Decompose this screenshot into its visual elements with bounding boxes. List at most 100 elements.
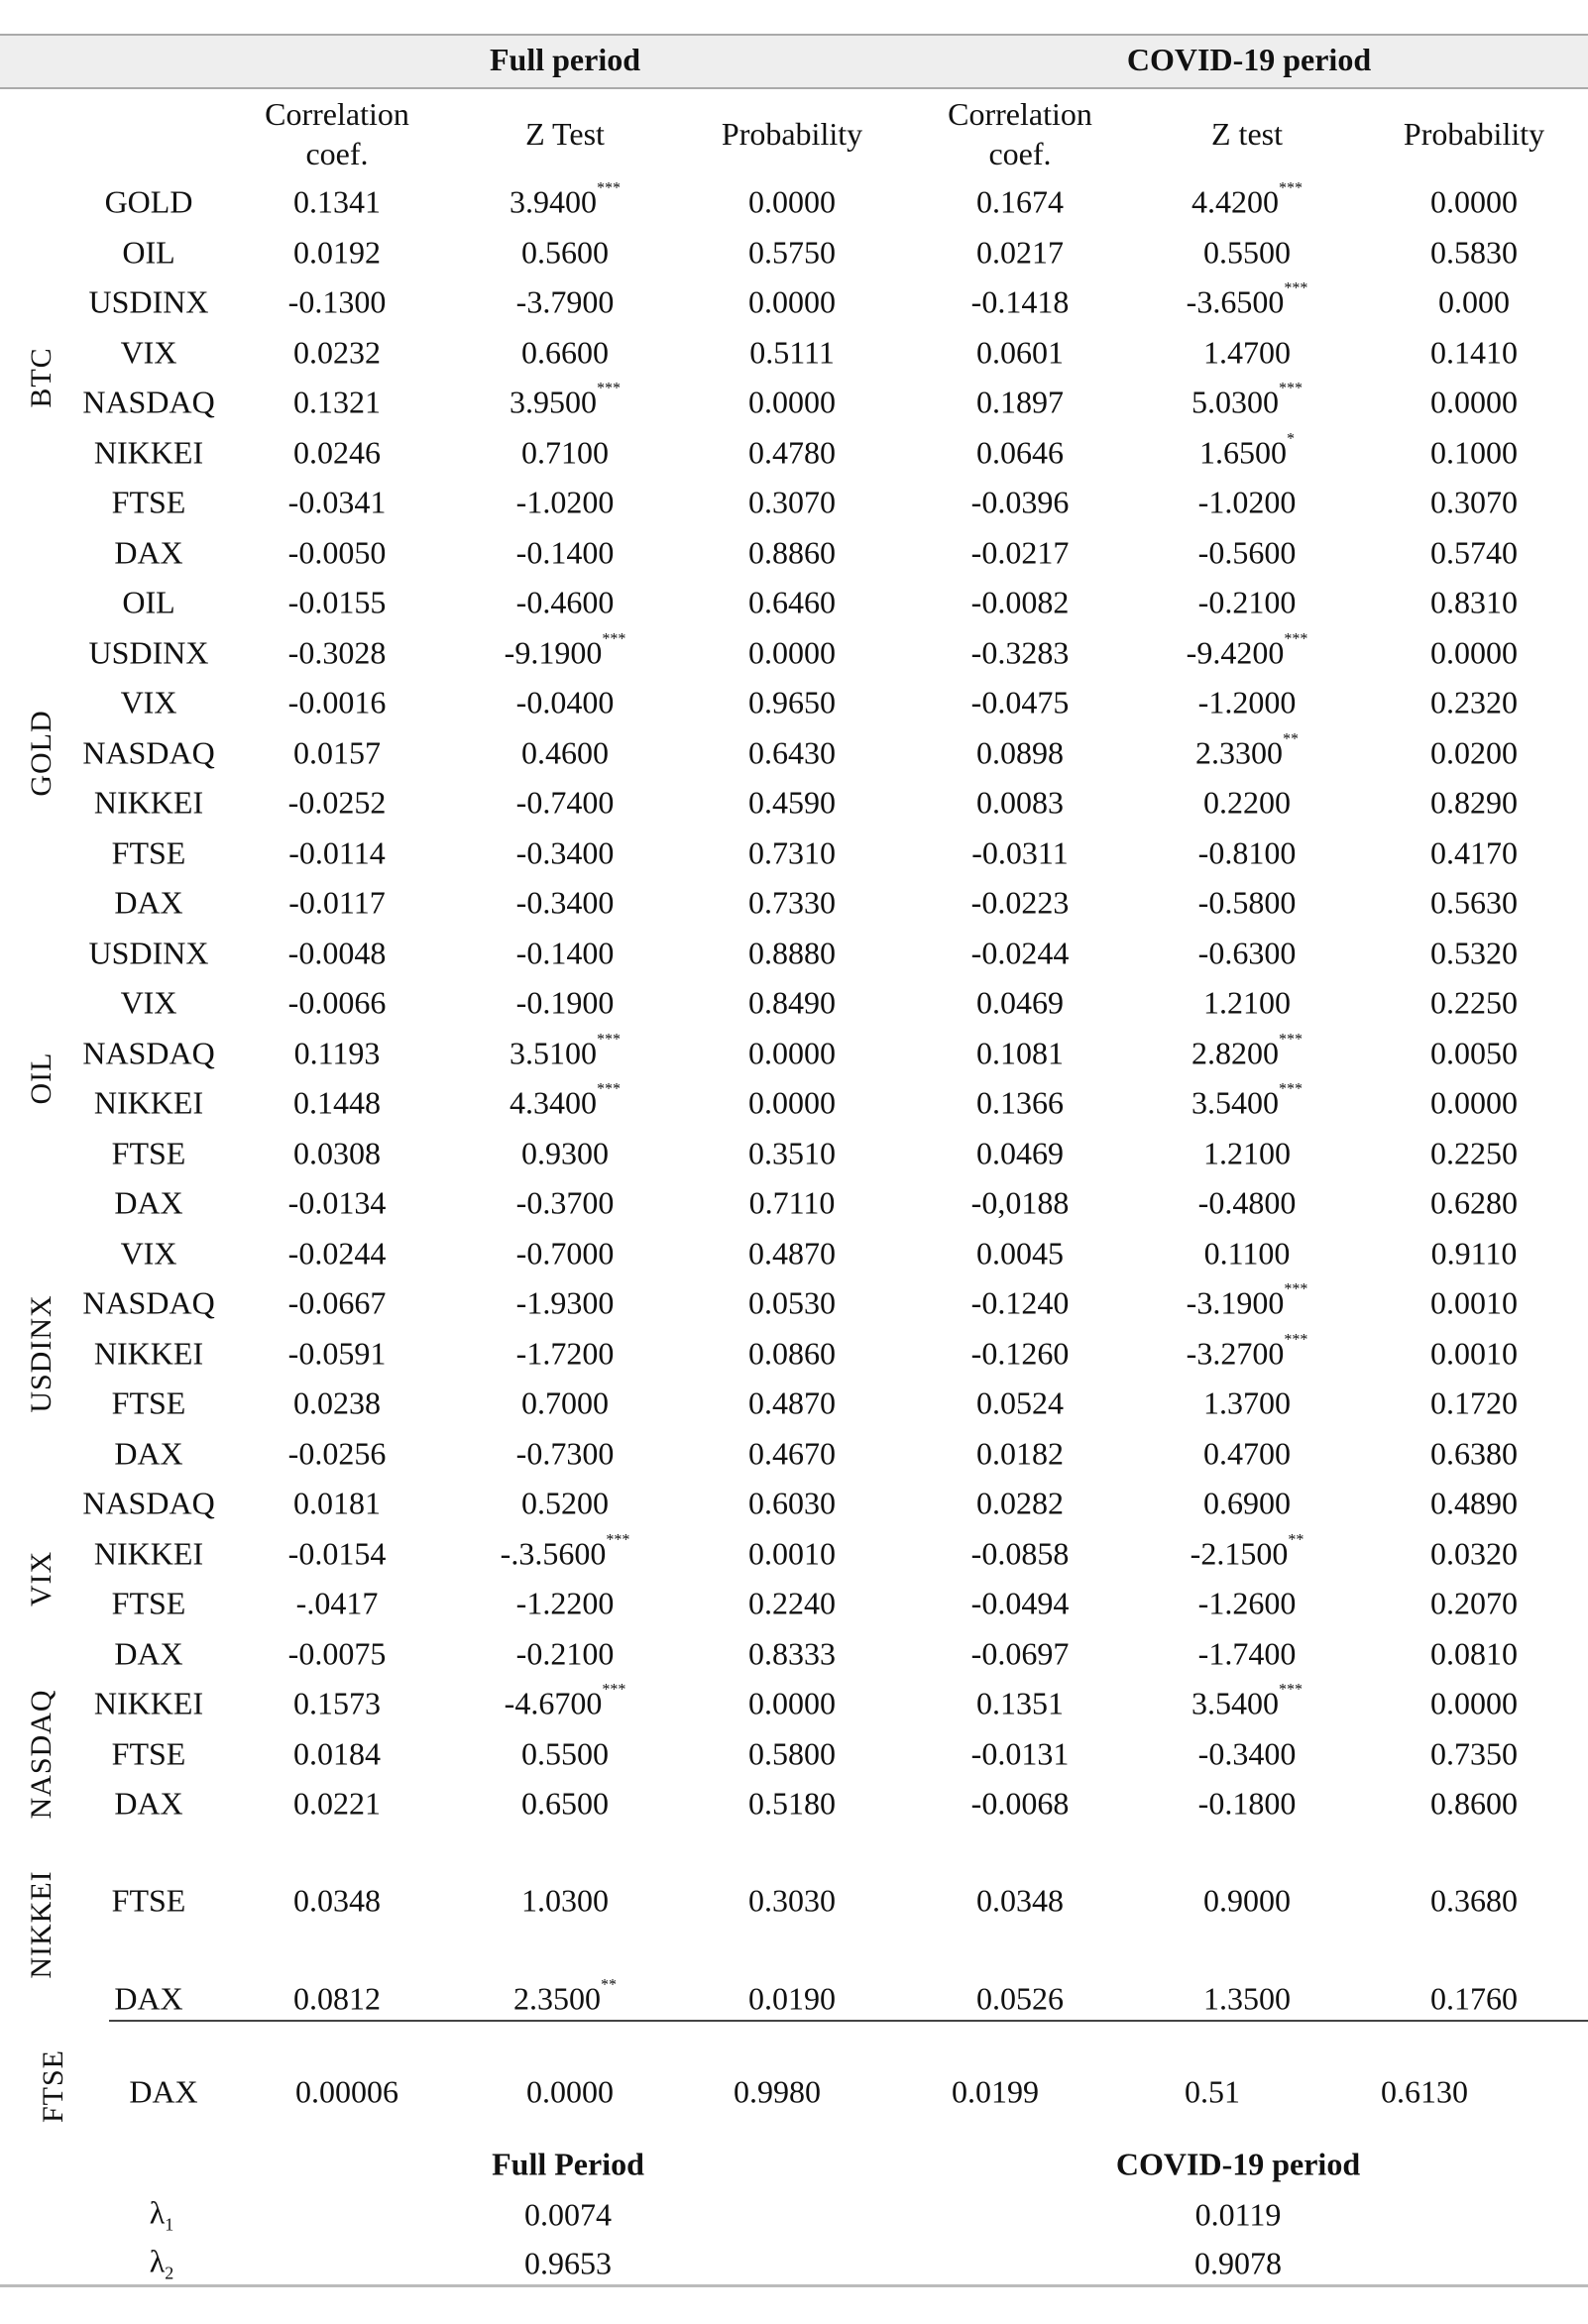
table-cell: 0.0000 — [748, 385, 836, 421]
cell-value: 0.4780 — [748, 434, 836, 470]
cell-value: 0.9980 — [734, 2073, 821, 2110]
cell-value: -1.0200 — [1197, 484, 1297, 520]
cell-value: -3.1900 — [1186, 1284, 1285, 1321]
table-cell: 0.1760 — [1430, 1981, 1518, 2018]
cell-value: 0.0530 — [748, 1284, 836, 1321]
cell-value: 1.4700 — [1203, 334, 1291, 370]
table-cell: -0.0154 — [288, 1535, 387, 1572]
table-cell: 3.5100*** — [510, 1031, 621, 1071]
cell-value: 3.9400 — [510, 183, 597, 220]
table-cell: 0.8600 — [1430, 1786, 1518, 1823]
row-variable: NIKKEI — [93, 784, 204, 821]
cell-value: 4.3400 — [510, 1084, 597, 1121]
cell-value: -0.4800 — [1197, 1184, 1297, 1221]
cell-value: 0.0200 — [1430, 734, 1518, 770]
group-label: VIX — [25, 1550, 57, 1606]
cell-value: 0.0221 — [293, 1785, 381, 1822]
cell-value: 0.6130 — [1381, 2073, 1468, 2110]
cell-value: 0.4170 — [1430, 834, 1518, 870]
significance-marker: *** — [1284, 630, 1308, 647]
table-cell: -0.0858 — [971, 1535, 1070, 1572]
significance-marker: *** — [1284, 1280, 1308, 1298]
cell-value: -0.7000 — [515, 1235, 615, 1271]
cell-value: 0.1760 — [1430, 1980, 1518, 2017]
cell-value: 0.3070 — [1430, 484, 1518, 520]
cell-value: 0.0898 — [976, 734, 1064, 770]
table-cell: 0.9000 — [1203, 1883, 1291, 1920]
cell-value: -0.7400 — [515, 784, 615, 821]
cell-value: 0.7310 — [748, 834, 836, 870]
table-cell: -0.0494 — [971, 1586, 1070, 1622]
table-cell: -0.0075 — [288, 1635, 387, 1672]
cell-value: 0.1720 — [1430, 1384, 1518, 1421]
table-cell: -0.0244 — [288, 1235, 387, 1272]
cell-value: 0.1351 — [976, 1685, 1064, 1721]
table-cell: 0.1410 — [1430, 334, 1518, 371]
cell-value: -0,0188 — [970, 1184, 1070, 1221]
table-cell: 0.2250 — [1430, 1135, 1518, 1171]
table-cell: 1.4700 — [1203, 334, 1291, 371]
cell-value: 0.8290 — [1430, 784, 1518, 821]
cell-value: 0.8333 — [748, 1635, 836, 1671]
cell-value: -0.0134 — [287, 1184, 387, 1221]
cell-value: -0.0217 — [970, 534, 1070, 570]
cell-value: 0.5630 — [1430, 884, 1518, 921]
table-cell: 0.5600 — [521, 234, 609, 271]
cell-value: 0.0190 — [748, 1980, 836, 2017]
table-cell: 0.0232 — [293, 334, 381, 371]
significance-marker: *** — [606, 1531, 630, 1548]
table-cell: -0.0667 — [288, 1285, 387, 1322]
table-cell: 0.3070 — [1430, 485, 1518, 521]
table-cell: -0.0475 — [971, 685, 1070, 721]
table-cell: -.3.5600*** — [501, 1531, 630, 1572]
table-cell: 0.3680 — [1430, 1883, 1518, 1920]
table-cell: -0.0591 — [288, 1335, 387, 1372]
table-cell: -0.1400 — [516, 534, 615, 571]
table-cell: -1.2600 — [1198, 1586, 1297, 1622]
lambda-symbol: λ2 — [150, 2243, 174, 2283]
table-cell: 0.3510 — [748, 1135, 836, 1171]
table-cell: 0.0199 — [952, 2074, 1039, 2111]
table-cell: 0.0217 — [976, 234, 1064, 271]
table-cell: 0.4780 — [748, 434, 836, 471]
significance-marker: ** — [601, 1976, 617, 1994]
table-cell: -0.4800 — [1198, 1185, 1297, 1222]
group-divider — [109, 2020, 1588, 2022]
table-cell: 0.6500 — [521, 1786, 609, 1823]
cell-value: 0.0524 — [976, 1384, 1064, 1421]
table-cell: 0.0000 — [748, 284, 836, 321]
table-cell: -0.7000 — [516, 1235, 615, 1272]
table-cell: 0.7110 — [749, 1185, 836, 1222]
cell-value: 0.0232 — [293, 334, 381, 370]
cell-value: 0.5200 — [521, 1485, 609, 1521]
table-cell: 0.0221 — [293, 1786, 381, 1823]
table-cell: 1.3700 — [1203, 1385, 1291, 1422]
table-cell: -0.7300 — [516, 1435, 615, 1472]
table-cell: -0.1400 — [516, 935, 615, 971]
group-label: FTSE — [37, 2048, 69, 2124]
table-cell: 0.1897 — [976, 385, 1064, 421]
cell-value: 2.3300 — [1195, 734, 1283, 770]
table-cell: -4.6700*** — [505, 1682, 626, 1722]
table-cell: -0.0252 — [288, 785, 387, 822]
table-cell: 0.0000 — [1430, 1686, 1518, 1722]
row-variable: FTSE — [111, 834, 186, 870]
table-cell: 0.0646 — [976, 434, 1064, 471]
cell-value: 0.5600 — [521, 234, 609, 270]
table-cell: 0.00006 — [295, 2074, 398, 2111]
table-cell: 0.0181 — [293, 1486, 381, 1522]
table-cell: 0.0184 — [293, 1735, 381, 1772]
cell-value: 0.4700 — [1203, 1435, 1291, 1471]
table-cell: -3.2700*** — [1187, 1331, 1308, 1372]
row-variable: USDINX — [88, 283, 209, 320]
cell-value: -0.0050 — [287, 534, 387, 570]
cell-value: 2.3500 — [513, 1980, 601, 2017]
table-cell: -0.0256 — [288, 1435, 387, 1472]
table-cell: 0.4170 — [1430, 834, 1518, 871]
table-cell: 0.2250 — [1430, 985, 1518, 1022]
cell-value: -0.3700 — [515, 1184, 615, 1221]
significance-marker: *** — [1279, 1031, 1303, 1048]
cell-value: -0.8100 — [1197, 834, 1297, 870]
table-cell: 0.6460 — [748, 585, 836, 621]
cell-value: -0.0075 — [287, 1635, 387, 1671]
